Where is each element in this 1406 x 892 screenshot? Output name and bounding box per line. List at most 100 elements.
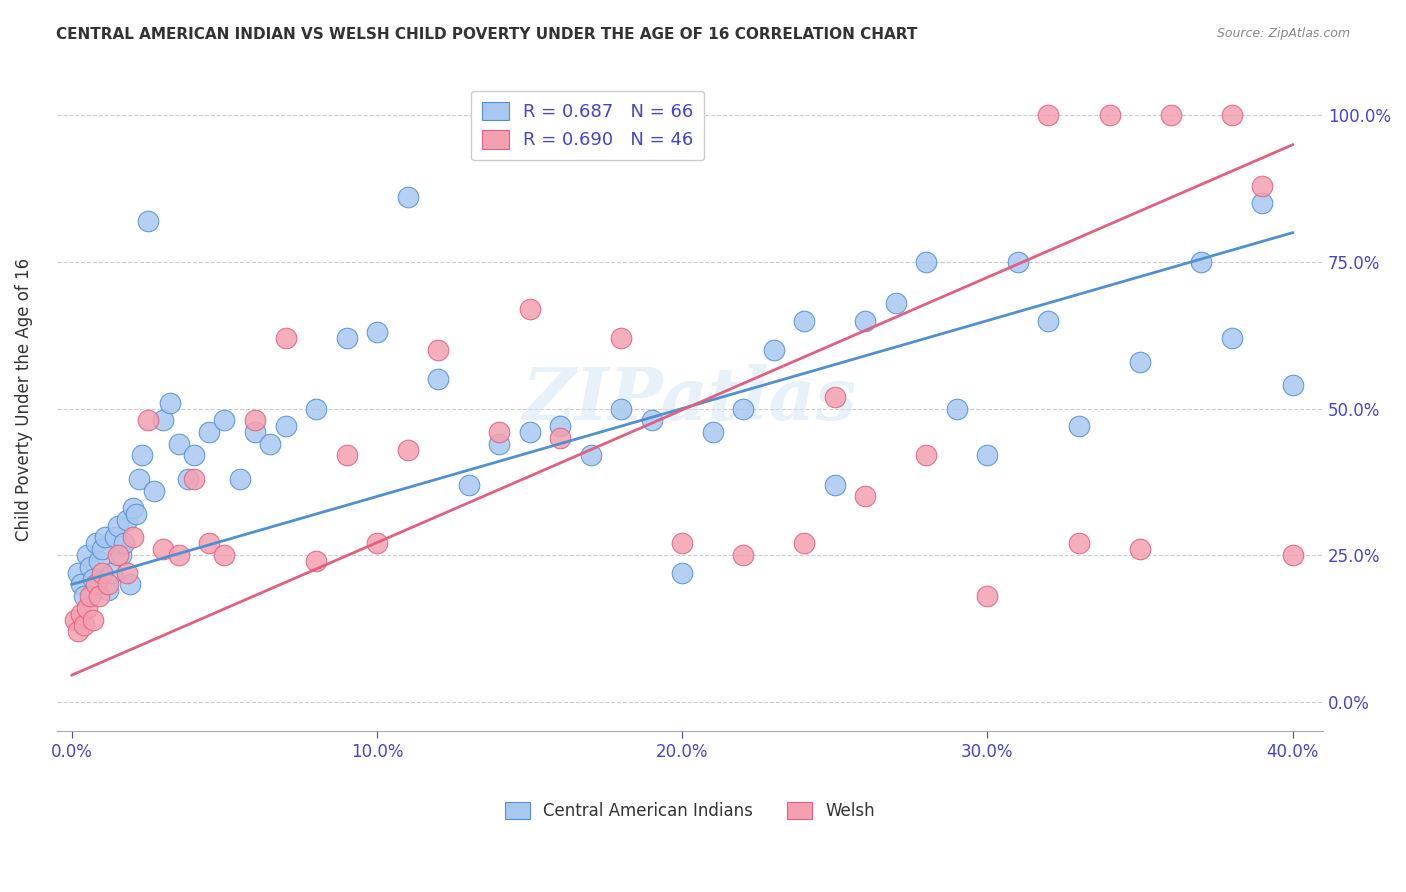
Point bbox=[73, 618, 96, 632]
Point bbox=[82, 572, 104, 586]
Point bbox=[548, 431, 571, 445]
Point bbox=[1220, 108, 1243, 122]
Point bbox=[976, 449, 998, 463]
Point bbox=[198, 425, 221, 439]
Point bbox=[94, 531, 117, 545]
Point bbox=[1129, 542, 1152, 557]
Point bbox=[91, 566, 114, 580]
Point bbox=[122, 531, 145, 545]
Legend: Central American Indians, Welsh: Central American Indians, Welsh bbox=[495, 792, 884, 830]
Point bbox=[143, 483, 166, 498]
Point bbox=[305, 554, 328, 568]
Point bbox=[104, 531, 127, 545]
Point bbox=[79, 589, 101, 603]
Point bbox=[89, 554, 111, 568]
Point bbox=[136, 214, 159, 228]
Point bbox=[97, 577, 120, 591]
Point bbox=[82, 613, 104, 627]
Point bbox=[76, 600, 98, 615]
Point bbox=[198, 536, 221, 550]
Point bbox=[884, 296, 907, 310]
Point bbox=[97, 583, 120, 598]
Point bbox=[243, 413, 266, 427]
Point bbox=[1281, 378, 1303, 392]
Point bbox=[671, 566, 693, 580]
Point bbox=[1251, 196, 1274, 211]
Point bbox=[66, 566, 89, 580]
Text: Source: ZipAtlas.com: Source: ZipAtlas.com bbox=[1216, 27, 1350, 40]
Point bbox=[84, 536, 107, 550]
Point bbox=[122, 501, 145, 516]
Point bbox=[762, 343, 785, 357]
Point bbox=[167, 548, 190, 562]
Point bbox=[136, 413, 159, 427]
Point bbox=[488, 425, 510, 439]
Point bbox=[793, 313, 815, 327]
Point bbox=[579, 449, 602, 463]
Point bbox=[91, 542, 114, 557]
Point bbox=[1067, 536, 1090, 550]
Point bbox=[183, 449, 205, 463]
Point bbox=[63, 613, 86, 627]
Point bbox=[853, 313, 876, 327]
Point bbox=[107, 548, 129, 562]
Point bbox=[519, 301, 541, 316]
Point bbox=[152, 413, 174, 427]
Point bbox=[824, 390, 846, 404]
Point bbox=[1067, 419, 1090, 434]
Point bbox=[1220, 331, 1243, 345]
Point bbox=[274, 331, 297, 345]
Point bbox=[915, 255, 938, 269]
Point bbox=[79, 559, 101, 574]
Point bbox=[1160, 108, 1182, 122]
Point bbox=[733, 401, 755, 416]
Point bbox=[1007, 255, 1029, 269]
Point bbox=[177, 472, 200, 486]
Point bbox=[610, 401, 633, 416]
Point bbox=[1189, 255, 1212, 269]
Point bbox=[1281, 548, 1303, 562]
Point bbox=[66, 624, 89, 639]
Point bbox=[115, 566, 138, 580]
Point bbox=[824, 477, 846, 491]
Point bbox=[183, 472, 205, 486]
Point bbox=[366, 326, 388, 340]
Text: ZIPatlas: ZIPatlas bbox=[523, 364, 856, 435]
Point bbox=[128, 472, 150, 486]
Point bbox=[274, 419, 297, 434]
Point bbox=[396, 190, 419, 204]
Y-axis label: Child Poverty Under the Age of 16: Child Poverty Under the Age of 16 bbox=[15, 258, 32, 541]
Text: CENTRAL AMERICAN INDIAN VS WELSH CHILD POVERTY UNDER THE AGE OF 16 CORRELATION C: CENTRAL AMERICAN INDIAN VS WELSH CHILD P… bbox=[56, 27, 918, 42]
Point bbox=[152, 542, 174, 557]
Point bbox=[89, 589, 111, 603]
Point bbox=[214, 413, 236, 427]
Point bbox=[488, 436, 510, 450]
Point bbox=[548, 419, 571, 434]
Point bbox=[214, 548, 236, 562]
Point bbox=[70, 577, 93, 591]
Point bbox=[641, 413, 664, 427]
Point bbox=[70, 607, 93, 621]
Point bbox=[1038, 313, 1060, 327]
Point bbox=[1038, 108, 1060, 122]
Point bbox=[73, 589, 96, 603]
Point bbox=[519, 425, 541, 439]
Point bbox=[335, 449, 357, 463]
Point bbox=[84, 577, 107, 591]
Point bbox=[100, 566, 122, 580]
Point bbox=[110, 548, 132, 562]
Point bbox=[671, 536, 693, 550]
Point bbox=[610, 331, 633, 345]
Point bbox=[702, 425, 724, 439]
Point bbox=[1098, 108, 1121, 122]
Point bbox=[976, 589, 998, 603]
Point bbox=[457, 477, 479, 491]
Point bbox=[915, 449, 938, 463]
Point bbox=[115, 513, 138, 527]
Point bbox=[76, 548, 98, 562]
Point bbox=[1251, 178, 1274, 193]
Point bbox=[396, 442, 419, 457]
Point bbox=[243, 425, 266, 439]
Point bbox=[427, 372, 450, 386]
Point bbox=[335, 331, 357, 345]
